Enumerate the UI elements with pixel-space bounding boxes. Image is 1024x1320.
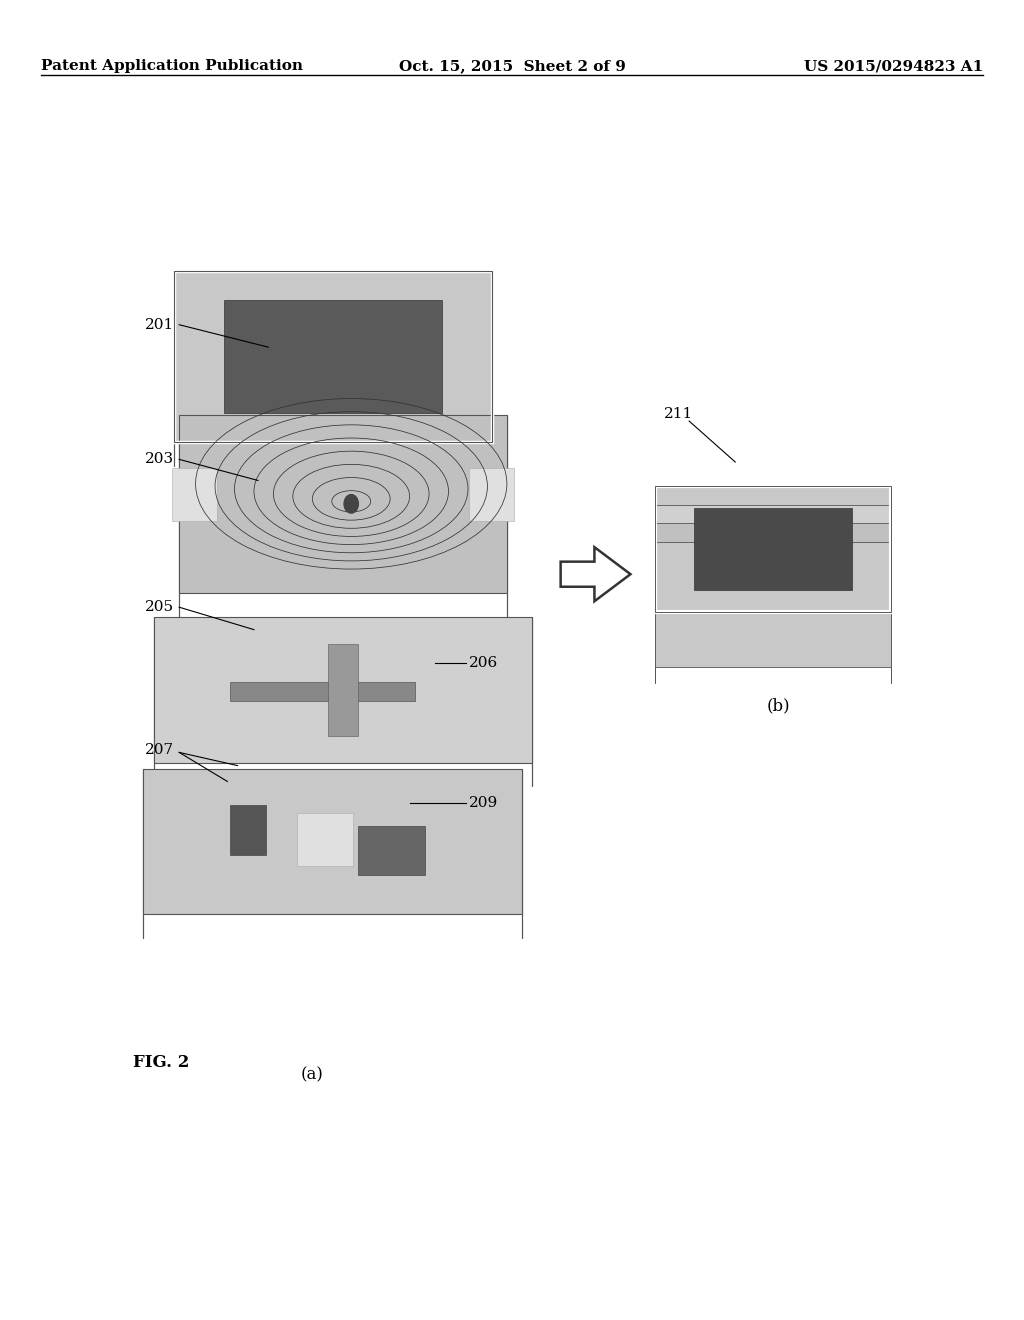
Circle shape [344,495,358,513]
Text: 205: 205 [145,601,174,614]
Text: (a): (a) [301,1067,324,1082]
Polygon shape [358,826,425,875]
Polygon shape [230,805,266,855]
Text: 207: 207 [145,743,174,756]
Polygon shape [655,541,891,667]
Polygon shape [655,523,891,648]
Text: Patent Application Publication: Patent Application Publication [41,59,303,74]
Text: 206: 206 [469,656,499,669]
Text: Oct. 15, 2015  Sheet 2 of 9: Oct. 15, 2015 Sheet 2 of 9 [398,59,626,74]
Polygon shape [297,813,353,866]
Text: 211: 211 [664,408,693,421]
Polygon shape [223,300,442,413]
Polygon shape [230,682,415,701]
Polygon shape [469,469,514,521]
Polygon shape [328,644,358,737]
Text: US 2015/0294823 A1: US 2015/0294823 A1 [804,59,983,74]
Polygon shape [655,486,891,611]
Polygon shape [154,618,532,763]
Polygon shape [174,271,492,442]
Polygon shape [172,469,217,521]
Polygon shape [179,414,507,593]
Text: 203: 203 [145,453,174,466]
Polygon shape [694,508,852,590]
Polygon shape [143,770,522,915]
Text: 209: 209 [469,796,499,809]
Text: (b): (b) [766,698,791,714]
Text: 201: 201 [144,318,174,331]
Polygon shape [655,504,891,630]
Text: FIG. 2: FIG. 2 [133,1055,189,1071]
